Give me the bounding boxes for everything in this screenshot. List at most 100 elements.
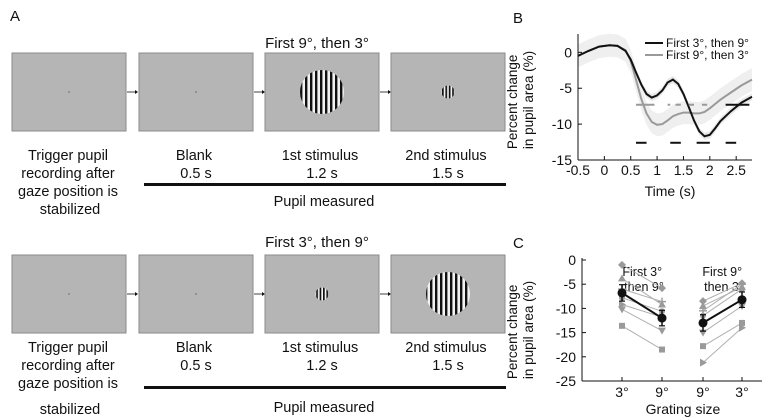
individual-line: [621, 277, 663, 305]
row-1-first-stimulus-label: 1st stimulus 1.2 s: [282, 148, 363, 182]
x-tick-label: 0.5: [621, 162, 641, 178]
individual-point: [739, 323, 746, 332]
grating-large: [426, 272, 470, 316]
mean-point: [657, 313, 667, 323]
panel-a: A First 9°, then 3° Trigger pupil record…: [10, 8, 506, 418]
row-2-measured-label: Pupil measured: [274, 400, 375, 416]
individual-point: [658, 297, 666, 306]
x-tick-label: 3°: [735, 384, 748, 400]
individual-point: [699, 297, 707, 306]
legend-label: First 3°, then 9°: [666, 36, 749, 50]
row-1-measured-label: Pupil measured: [274, 194, 375, 210]
panel-b-xlabel: Time (s): [645, 183, 696, 199]
panel-b-letter: B: [513, 10, 523, 27]
individual-line: [621, 264, 663, 289]
x-tick-label: 0: [600, 162, 608, 178]
x-tick-label: 9°: [696, 384, 709, 400]
arrow-icon: [254, 90, 265, 94]
x-tick-label: 2: [706, 162, 714, 178]
individual-line: [702, 322, 743, 347]
y-tick-label: -5: [560, 80, 573, 96]
arrow-icon: [254, 292, 265, 296]
panel-c: C Percent change in pupil area (%) First…: [505, 235, 762, 417]
fixation-dot: [68, 91, 70, 93]
individual-point: [700, 343, 706, 350]
individual-line: [621, 325, 663, 350]
y-tick-label: -5: [564, 276, 577, 292]
mean-line: [702, 298, 743, 324]
grating-small: [315, 287, 329, 301]
individual-point: [658, 327, 666, 335]
series-1-line: [577, 44, 753, 138]
x-tick-label: 3°: [615, 384, 628, 400]
fixation-dot: [195, 91, 197, 93]
trial-row-1: First 9°, then 3° Trigger pupil recordin…: [11, 35, 506, 218]
mean-point: [617, 288, 627, 298]
grating-small: [441, 85, 455, 99]
row-2-trigger-label: Trigger pupil recording after gaze posit…: [18, 340, 122, 418]
panel-a-letter: A: [10, 8, 20, 25]
panel-b: B Percent change in pupil area (%) 0 -5 -1…: [505, 10, 753, 199]
arrow-icon: [380, 292, 391, 296]
mean-line: [621, 292, 663, 319]
trial-row-2: First 3°, then 9° Trigger pupil recordin…: [11, 234, 506, 418]
individual-point: [618, 260, 626, 269]
fixation-dot: [195, 293, 197, 295]
individual-point: [618, 274, 626, 282]
panel-c-plot: 0 -5 -10 -15 -20 -25 3° 9° 9° 3°: [556, 252, 762, 400]
panel-c-xlabel: Grating size: [646, 401, 721, 417]
y-tick-label: -15: [552, 152, 572, 168]
row-1-trigger-label: Trigger pupil recording after gaze posit…: [18, 148, 122, 218]
x-tick-label: 2.5: [726, 162, 746, 178]
panel-b-plot: 0 -5 -10 -15-0.5 0 0.5 1 1.5 2 2.5 First 3°, then …: [552, 33, 753, 178]
series-2-error-band: [578, 33, 752, 137]
row-2-measure-bar: [144, 386, 506, 389]
row-2-blank-label: Blank 0.5 s: [176, 340, 216, 374]
individual-line: [621, 288, 663, 303]
row-1-blank-label: Blank 0.5 s: [176, 148, 216, 182]
panel-b-ylabel: Percent change in pupil area (%): [505, 51, 536, 149]
row-2-first-stimulus-label: 1st stimulus 1.2 s: [282, 340, 363, 374]
individual-line: [702, 305, 743, 334]
panel-c-letter: C: [513, 235, 524, 252]
y-tick-label: -10: [556, 300, 576, 316]
y-tick-label: 0: [568, 252, 576, 268]
row-1-second-stimulus-label: 2nd stimulus 1.5 s: [405, 148, 490, 182]
x-tick-label: -0.5: [566, 162, 590, 178]
row-1-measure-bar: [144, 183, 506, 186]
x-tick-label: 1: [653, 162, 661, 178]
individual-line: [702, 286, 743, 307]
individual-point: [739, 286, 745, 293]
individual-point: [618, 306, 626, 314]
arrow-icon: [127, 90, 138, 94]
y-tick-label: -25: [556, 373, 576, 389]
individual-point: [739, 319, 745, 326]
individual-point: [700, 358, 707, 367]
individual-line: [621, 308, 663, 332]
individual-point: [699, 301, 707, 309]
legend-label: First 9°, then 3°: [666, 48, 749, 62]
y-tick-label: -15: [556, 325, 576, 341]
arrow-icon: [380, 90, 391, 94]
x-tick-label: 9°: [655, 384, 668, 400]
row-2-title: First 3°, then 9°: [265, 234, 369, 251]
individual-line: [702, 282, 743, 302]
y-tick-label: -10: [552, 116, 572, 132]
individual-line: [702, 288, 743, 317]
individual-point: [659, 346, 665, 353]
individual-line: [702, 327, 743, 363]
panel-c-ylabel: Percent change in pupil area (%): [505, 281, 536, 379]
y-tick-label: 0: [564, 44, 572, 60]
arrow-icon: [127, 292, 138, 296]
individual-point: [658, 284, 666, 293]
row-2-second-stimulus-label: 2nd stimulus 1.5 s: [405, 340, 490, 374]
y-tick-label: -20: [556, 349, 576, 365]
x-tick-label: 1.5: [674, 162, 694, 178]
mean-point: [737, 295, 747, 305]
grating-large: [300, 70, 344, 114]
individual-point: [619, 322, 625, 329]
fixation-dot: [68, 293, 70, 295]
row-1-title: First 9°, then 3°: [265, 35, 369, 52]
individual-line: [702, 283, 743, 312]
